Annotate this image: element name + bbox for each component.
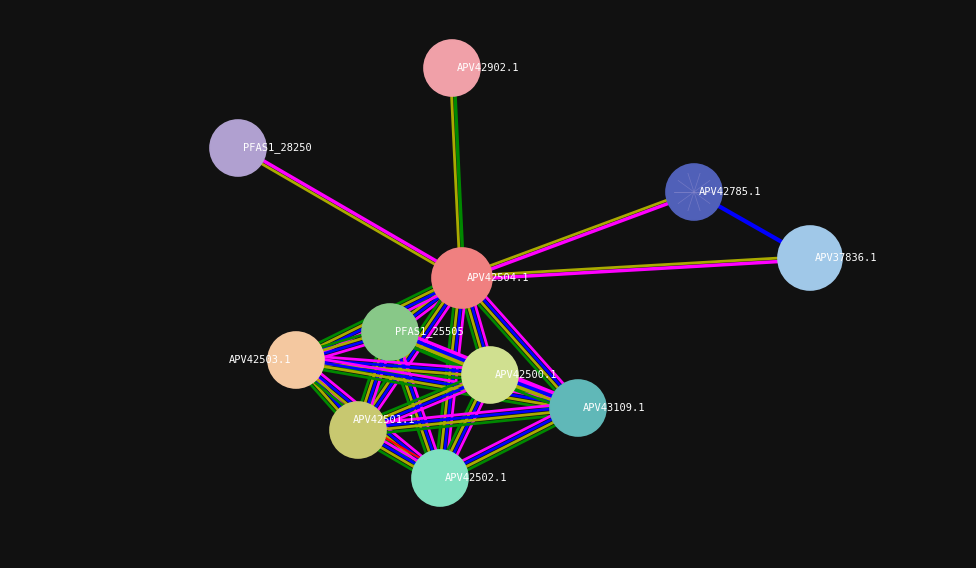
Text: PFAS1_28250: PFAS1_28250 (243, 142, 311, 153)
Text: APV42502.1: APV42502.1 (445, 473, 508, 483)
Circle shape (462, 347, 518, 403)
Circle shape (432, 248, 492, 308)
Circle shape (330, 402, 386, 458)
Circle shape (424, 40, 480, 96)
Text: PFAS1_25505: PFAS1_25505 (395, 326, 464, 337)
Circle shape (362, 304, 418, 360)
Circle shape (268, 332, 324, 388)
Circle shape (412, 450, 468, 506)
Text: APV37836.1: APV37836.1 (815, 253, 877, 263)
Text: APV42785.1: APV42785.1 (699, 187, 761, 197)
Circle shape (778, 226, 842, 290)
Text: APV42902.1: APV42902.1 (457, 63, 519, 73)
Text: APV42501.1: APV42501.1 (353, 415, 416, 425)
Text: APV43109.1: APV43109.1 (583, 403, 645, 413)
Circle shape (210, 120, 266, 176)
Text: APV42503.1: APV42503.1 (228, 355, 291, 365)
Circle shape (550, 380, 606, 436)
Text: APV42500.1: APV42500.1 (495, 370, 557, 380)
Text: APV42504.1: APV42504.1 (467, 273, 530, 283)
Circle shape (666, 164, 722, 220)
